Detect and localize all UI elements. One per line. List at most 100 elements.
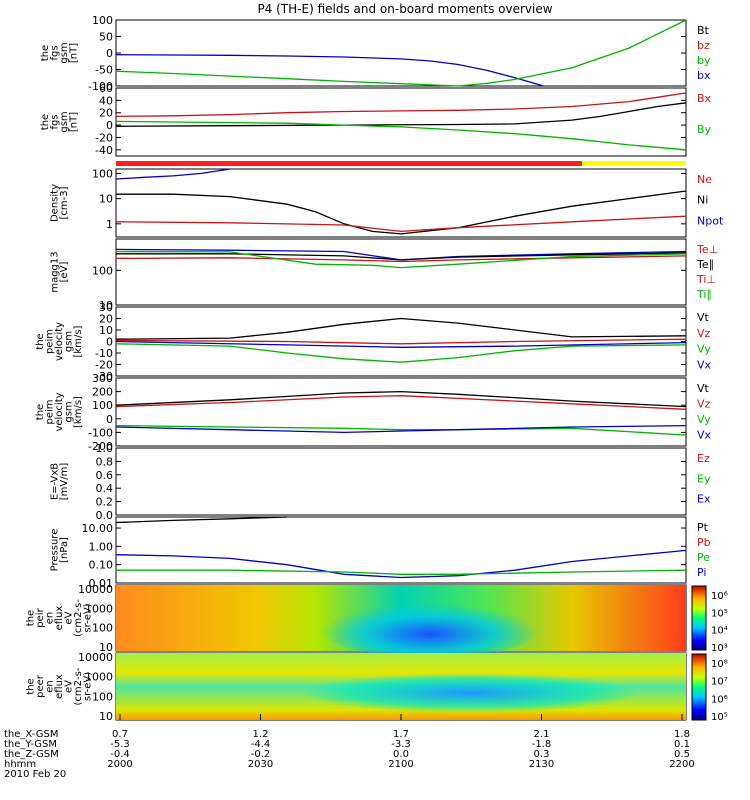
legend-entry: Ez bbox=[697, 452, 710, 465]
y-axis-label: the bbox=[40, 114, 51, 130]
footer-value: 2200 bbox=[669, 759, 694, 770]
y-tick-label: 10000 bbox=[78, 583, 113, 596]
y-tick-label: 0.8 bbox=[96, 455, 114, 468]
legend-entry: Npot bbox=[697, 214, 724, 227]
y-tick-label: 40 bbox=[99, 94, 113, 107]
colorbar-tick-label: 10⁴ bbox=[711, 626, 728, 637]
y-axis-label: [nT] bbox=[68, 112, 79, 132]
y-tick-label: -20 bbox=[95, 359, 113, 372]
y-axis-label: eflux bbox=[54, 606, 65, 631]
data-series-line bbox=[115, 340, 687, 348]
y-axis-label: [eV] bbox=[59, 262, 70, 283]
colorbar-tick-label: 10⁵ bbox=[711, 608, 728, 619]
footer-value: 0.1 bbox=[674, 739, 690, 750]
panel-frame bbox=[115, 19, 687, 87]
colorbar-tick-label: 10³ bbox=[711, 643, 728, 654]
y-axis-label: [km/s] bbox=[73, 396, 84, 428]
footer-row-label: the_Y-GSM bbox=[4, 739, 57, 750]
ion-colorbar bbox=[691, 585, 707, 651]
y-axis-label: en bbox=[45, 680, 56, 693]
y-axis-label: peim bbox=[45, 329, 56, 354]
legend-entry: Bx bbox=[697, 92, 712, 105]
footer-value: 0.3 bbox=[534, 749, 550, 760]
y-axis-label: eflux bbox=[54, 674, 65, 699]
footer-value: -0.4 bbox=[110, 749, 130, 760]
chart-title: P4 (TH-E) fields and on-board moments ov… bbox=[257, 2, 552, 16]
panel-3: 100 10 1 Density[cm-3] Ne Ni Npot bbox=[49, 167, 724, 238]
y-tick-label: 0.2 bbox=[96, 496, 114, 509]
colorbar-tick-label: 10⁸ bbox=[711, 659, 728, 670]
y-tick-label: 300 bbox=[92, 372, 113, 385]
y-axis-label: fgs bbox=[49, 45, 60, 60]
footer-value: 1.8 bbox=[674, 729, 690, 740]
y-tick-label: 1 bbox=[106, 218, 113, 231]
legend-entry: Ex bbox=[697, 493, 711, 506]
panel-frame bbox=[115, 447, 687, 516]
data-series-line bbox=[115, 317, 687, 340]
footer-row-label: the_Z-GSM bbox=[4, 749, 59, 760]
y-axis-label: fgs bbox=[49, 114, 60, 129]
y-axis-label: [nPa] bbox=[59, 537, 70, 563]
ion-spectrogram bbox=[116, 585, 686, 658]
y-axis-label: the bbox=[35, 333, 46, 349]
footer-value: 0.7 bbox=[112, 729, 128, 740]
data-series-line bbox=[116, 569, 687, 575]
legend-entry: bz bbox=[697, 39, 710, 52]
data-series-line bbox=[116, 252, 687, 261]
legend-entry: Vy bbox=[697, 413, 711, 426]
footer-value: -5.3 bbox=[110, 739, 130, 750]
y-tick-label: 50 bbox=[99, 31, 113, 44]
y-tick-label: 100 bbox=[92, 622, 113, 635]
y-axis-label: gsm bbox=[64, 331, 75, 352]
y-tick-label: 10 bbox=[99, 193, 113, 206]
y-tick-label: 10 bbox=[99, 710, 113, 723]
legend-entry: bx bbox=[697, 69, 711, 82]
footer-value: 0.0 bbox=[393, 749, 409, 760]
legend-entry: Pt bbox=[697, 521, 709, 534]
legend-entry: Te⊥ bbox=[696, 243, 718, 256]
legend-entry: Vy bbox=[697, 343, 711, 356]
y-tick-label: 20 bbox=[99, 107, 113, 120]
y-axis-label: peir bbox=[35, 607, 46, 627]
electron-colorbar bbox=[691, 653, 707, 721]
y-tick-label: 200 bbox=[92, 386, 113, 399]
y-tick-label: 0 bbox=[106, 413, 113, 426]
data-series-line bbox=[115, 92, 687, 118]
y-tick-label: 100 bbox=[92, 690, 113, 703]
legend-entry: Vx bbox=[697, 358, 712, 371]
y-axis-label: en bbox=[45, 612, 56, 625]
legend-entry: Vt bbox=[697, 382, 710, 395]
y-tick-label: 20 bbox=[99, 313, 113, 326]
y-tick-label: 100 bbox=[92, 264, 113, 277]
y-tick-label: 1.0 bbox=[96, 442, 114, 455]
panel-frame bbox=[115, 168, 687, 238]
colorbar-tick-label: 10⁶ bbox=[711, 694, 728, 705]
y-axis-label: gsm bbox=[59, 111, 70, 132]
legend-entry: Ti⊥ bbox=[696, 273, 716, 286]
y-tick-label: 1.00 bbox=[89, 540, 114, 553]
y-tick-label: -40 bbox=[95, 144, 113, 157]
footer-value: 2030 bbox=[248, 759, 273, 770]
electron-spectrogram bbox=[116, 653, 686, 720]
data-series-line bbox=[115, 338, 687, 345]
legend-entry: Ti∥ bbox=[696, 288, 712, 301]
orbit-footer: the_X-GSM 0.7 1.2 1.7 2.1 1.8 the_Y-GSM -5.3 -4.… bbox=[4, 729, 695, 780]
y-axis-label: eV bbox=[64, 680, 75, 693]
data-series-line bbox=[115, 102, 687, 127]
footer-row-label: hhmm bbox=[4, 759, 36, 770]
y-axis-label: the bbox=[40, 45, 51, 61]
colorbar-tick-label: 10⁷ bbox=[711, 677, 728, 688]
y-axis-label: the bbox=[26, 610, 37, 626]
y-axis-label: gsm bbox=[59, 42, 70, 63]
footer-value: 1.7 bbox=[393, 729, 409, 740]
data-series-line bbox=[115, 215, 687, 233]
y-axis-label: the bbox=[26, 678, 37, 694]
panel-frame bbox=[115, 238, 687, 306]
footer-value: -1.8 bbox=[532, 739, 552, 750]
footer-value: 2130 bbox=[529, 759, 554, 770]
colorbar-tick-label: 10⁵ bbox=[711, 712, 728, 723]
y-tick-label: 60 bbox=[99, 82, 113, 95]
y-tick-label: -20 bbox=[95, 131, 113, 144]
